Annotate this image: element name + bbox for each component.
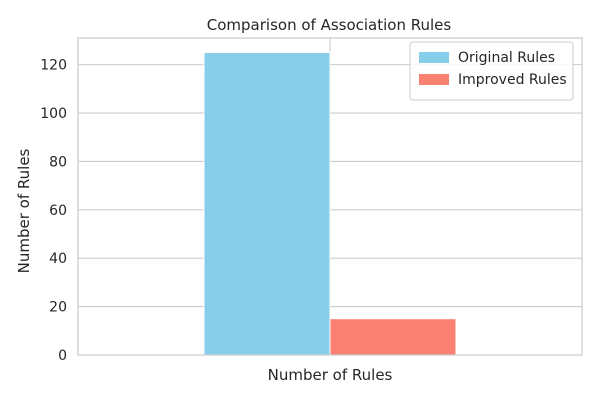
legend-label: Improved Rules <box>458 72 567 88</box>
x-axis-ticks: Number of Rules <box>268 366 393 384</box>
chart-title: Comparison of Association Rules <box>207 16 452 34</box>
y-axis-label: Number of Rules <box>15 148 33 273</box>
y-tick-label: 40 <box>49 251 67 267</box>
y-tick-label: 80 <box>49 154 67 170</box>
y-axis-ticks: 0 20 40 60 80 100 120 <box>40 58 67 364</box>
legend-swatch <box>419 52 449 63</box>
bar-improved-rules <box>329 318 457 356</box>
legend-box <box>409 41 574 101</box>
y-tick-label: 100 <box>40 106 67 122</box>
y-tick-label: 20 <box>49 300 67 316</box>
x-tick-label: Number of Rules <box>268 366 393 384</box>
legend-label: Original Rules <box>458 50 555 66</box>
plot-area-frame <box>77 37 583 356</box>
bars <box>203 52 457 356</box>
legend-swatch <box>419 74 449 85</box>
y-tick-label: 60 <box>49 203 67 219</box>
y-tick-label: 0 <box>58 348 67 364</box>
y-tick-label: 120 <box>40 58 67 74</box>
bar-original-rules <box>203 52 331 356</box>
legend: Original Rules Improved Rules <box>409 41 574 101</box>
